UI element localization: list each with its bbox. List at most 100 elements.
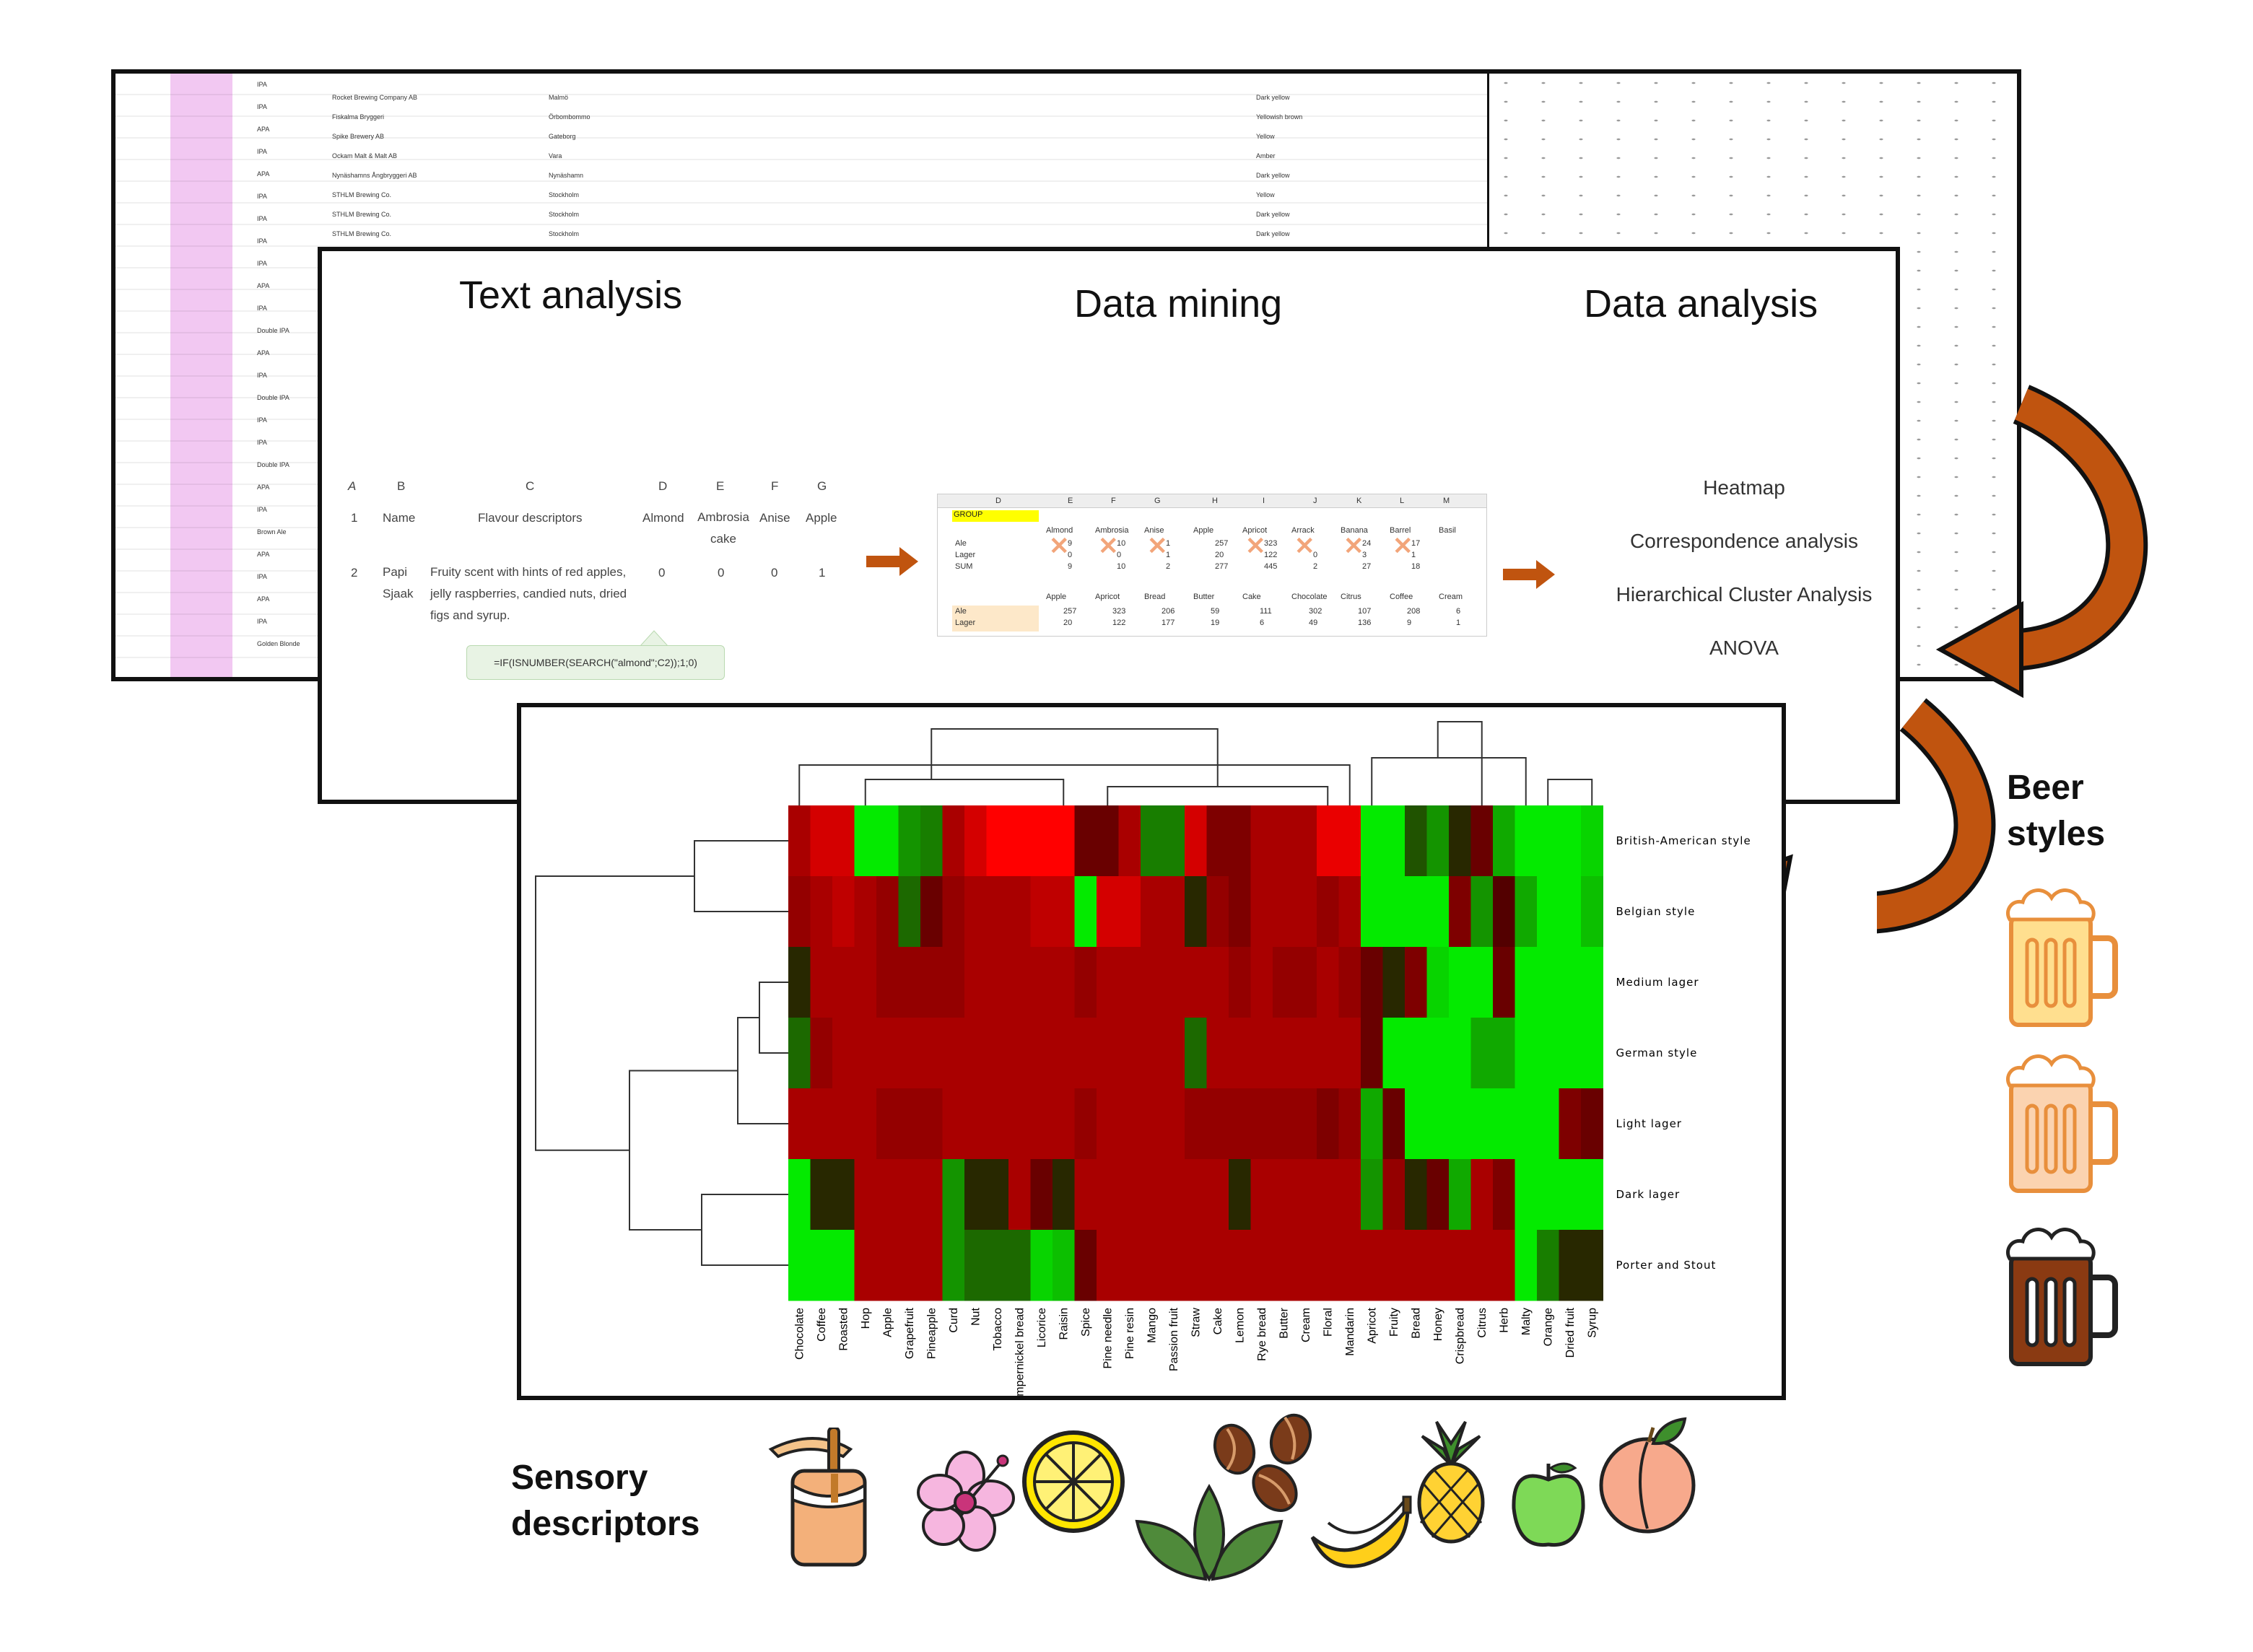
sheet-style-cell: IPA — [257, 439, 267, 446]
summary-value: 19 — [1211, 619, 1220, 627]
heatmap-cell — [1097, 1159, 1119, 1231]
heatmap-column-label: Pine needle — [1102, 1308, 1114, 1369]
heatmap-cell — [942, 805, 965, 877]
dendrogram-branch — [535, 875, 694, 1151]
dendrogram-branch — [629, 1070, 738, 1231]
heatmap-cell — [1250, 1230, 1273, 1301]
count-value: 10 — [1117, 562, 1126, 571]
heatmap-cell — [854, 947, 877, 1018]
heatmap-cell — [1361, 1159, 1383, 1231]
heatmap-cell — [1470, 1159, 1494, 1231]
heatmap-cell — [1449, 1018, 1471, 1089]
heatmap-cell — [1426, 805, 1450, 877]
heatmap-cell — [1559, 1230, 1582, 1301]
heatmap-cell — [1294, 1159, 1317, 1231]
analysis-item-anova: ANOVA — [1709, 637, 1779, 659]
sheet-style-cell: APA — [257, 170, 270, 178]
arrow-right-icon — [866, 547, 918, 576]
summary-value: 59 — [1211, 607, 1220, 616]
heatmap-cell — [1405, 1230, 1427, 1301]
heatmap-cell — [1185, 1018, 1207, 1089]
count-value: 277 — [1215, 562, 1229, 571]
heatmap-cell — [1515, 1230, 1538, 1301]
heatmap-cell — [1250, 876, 1273, 948]
col-letter: F — [771, 479, 779, 493]
hibiscus-icon — [917, 1451, 1015, 1552]
col-letter: E — [716, 479, 725, 493]
sheet-style-cell: IPA — [257, 260, 267, 267]
count-value: 9 — [1068, 562, 1073, 571]
heatmap-cell — [1074, 1230, 1097, 1301]
dendrogram-branch — [864, 779, 1065, 805]
sheet-colour-cell: Yellow — [1256, 191, 1275, 198]
pineapple-icon — [1417, 1420, 1485, 1544]
heatmap-cell — [876, 1159, 899, 1231]
sheet-style-cell: IPA — [257, 416, 267, 424]
heatmap-cell — [1493, 1018, 1515, 1089]
heatmap-column-label: Apple — [881, 1308, 894, 1337]
summary-header: Butter — [1193, 593, 1215, 601]
row-label: Ale — [955, 539, 967, 548]
summary-header: Apricot — [1095, 593, 1120, 601]
heatmap-cell — [1515, 805, 1538, 877]
count-value: 0 — [1117, 551, 1122, 559]
heatmap-cell — [1273, 805, 1295, 877]
heatmap-cell — [876, 1088, 899, 1160]
heatmap-cell — [1141, 805, 1163, 877]
summary-value: 6 — [1260, 619, 1265, 627]
summary-header: Chocolate — [1291, 593, 1328, 601]
heatmap-cell — [942, 1159, 965, 1231]
sheet-style-cell: APA — [257, 551, 270, 558]
example-name: Papi Sjaak — [383, 565, 414, 600]
heatmap-cell — [876, 805, 899, 877]
heatmap-cell — [1273, 1230, 1295, 1301]
heatmap-column-label: Citrus — [1476, 1308, 1489, 1338]
sheet-brewery-cell: Rocket Brewing Company AB — [332, 94, 418, 101]
data-mining-sheet: D E F G H I J K L M GROUP Almond Ambrosia Anise Appl… — [937, 494, 1487, 637]
sheet-style-cell: IPA — [257, 237, 267, 245]
sheet-style-cell: IPA — [257, 193, 267, 200]
heatmap-cell — [1053, 1088, 1075, 1160]
heatmap-cell — [1405, 947, 1427, 1018]
summary-value: 111 — [1260, 607, 1272, 616]
heatmap-cell — [788, 1230, 811, 1301]
heatmap-cell — [1273, 1159, 1295, 1231]
heatmap-cell — [1382, 947, 1406, 1018]
heatmap-column-label: Pine resin — [1124, 1308, 1136, 1359]
dendrogram-branch — [1371, 757, 1527, 805]
example-value: 0 — [771, 566, 778, 580]
heatmap-cell — [1229, 947, 1251, 1018]
heatmap-cell — [810, 1230, 833, 1301]
heatmap-cell — [1537, 1018, 1559, 1089]
heatmap-cell — [1229, 1088, 1251, 1160]
heatmap-cell — [832, 947, 855, 1018]
stage-title-text-analysis: Text analysis — [459, 274, 683, 317]
heatmap-cell — [1118, 876, 1141, 948]
heatmap-cell — [1030, 1088, 1053, 1160]
sheet-colour-cell: Yellowish brown — [1256, 113, 1303, 121]
heatmap-cell — [1294, 1018, 1317, 1089]
heatmap-cell — [1338, 805, 1361, 877]
heatmap-cell — [986, 1159, 1009, 1231]
heatmap-cell — [1030, 1159, 1053, 1231]
sheet-colour-cell: Dark yellow — [1256, 230, 1290, 237]
descriptor-header: Apple — [1193, 526, 1214, 535]
heatmap-cell — [788, 1159, 811, 1231]
heatmap-cell — [1185, 1230, 1207, 1301]
sensory-descriptors-label: Sensory descriptors — [511, 1459, 700, 1543]
heatmap-cell — [1338, 876, 1361, 948]
heatmap-column-label: Chocolate — [793, 1308, 806, 1360]
heatmap-cell — [876, 876, 899, 948]
heatmap-column-label: Tobacco — [992, 1308, 1004, 1351]
heatmap-column-label: Mandarin — [1344, 1308, 1356, 1356]
sheet-style-cell: IPA — [257, 573, 267, 580]
heatmap-cell — [1382, 1088, 1406, 1160]
sheet-col-letter: J — [1313, 497, 1317, 505]
heatmap-cell — [810, 1088, 833, 1160]
heatmap-cell — [986, 1230, 1009, 1301]
herb-icon — [1135, 1484, 1284, 1582]
arrowhead-upper — [1935, 600, 2023, 699]
heatmap-cell — [1361, 1088, 1383, 1160]
sheet-style-cell: APA — [257, 282, 270, 289]
sheet-col-letter: F — [1111, 497, 1116, 505]
